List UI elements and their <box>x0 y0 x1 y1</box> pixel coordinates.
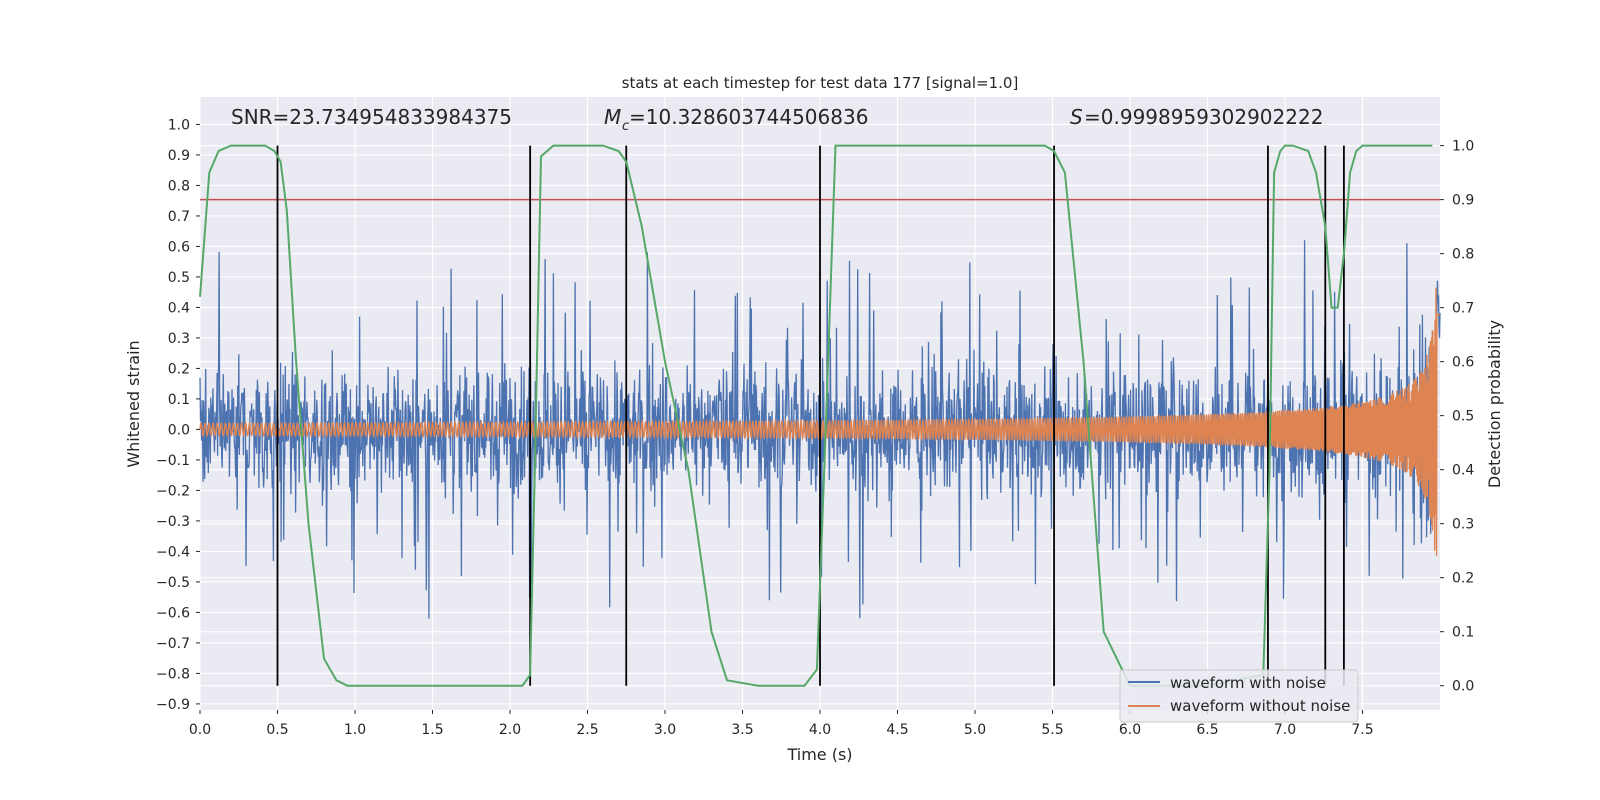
y-tick-label-left: 0.4 <box>168 300 190 316</box>
y-tick-label-left: −0.5 <box>156 575 190 591</box>
x-tick-label: 5.0 <box>964 722 986 738</box>
y-tick-label-left: 0.6 <box>168 239 190 255</box>
x-tick-label: 3.5 <box>731 722 753 738</box>
y-tick-label-right: 0.0 <box>1452 679 1474 695</box>
y-tick-label-left: 0.8 <box>168 178 190 194</box>
series-detection-probability <box>199 144 1433 687</box>
y-tick-label-right: 0.8 <box>1452 247 1474 263</box>
annotation-chirp-mass: M c =10.328603744506836 <box>604 105 868 134</box>
y-tick-label-left: −0.8 <box>156 666 190 682</box>
y-tick-label-right: 1.0 <box>1452 139 1474 155</box>
y-tick-label-left: −0.7 <box>156 636 190 652</box>
x-tick-label: 7.5 <box>1351 722 1373 738</box>
annotation-detection-score-symbol: S <box>1070 105 1083 129</box>
y-tick-label-left: 0.7 <box>168 209 190 225</box>
y-tick-label-left: 0.0 <box>168 422 190 438</box>
y-tick-label-left: 0.9 <box>168 148 190 164</box>
y-tick-label-left: 1.0 <box>168 117 190 133</box>
y-tick-label-left: −0.3 <box>156 514 190 530</box>
legend: waveform with noise waveform without noi… <box>1119 669 1359 723</box>
y-tick-label-left: −0.9 <box>156 697 190 713</box>
x-tick-label: 0.5 <box>266 722 288 738</box>
x-tick-label: 0.0 <box>189 722 211 738</box>
vertical-markers <box>276 145 1345 686</box>
x-tick-label: 7.0 <box>1274 722 1296 738</box>
y-tick-label-left: 0.5 <box>168 270 190 286</box>
annotation-chirp-mass-value: =10.328603744506836 <box>629 105 868 129</box>
y-tick-label-left: 0.2 <box>168 361 190 377</box>
y-tick-label-left: −0.4 <box>156 544 190 560</box>
annotation-chirp-mass-symbol: M <box>604 105 621 129</box>
x-tick-label: 1.0 <box>344 722 366 738</box>
x-tick-label: 1.5 <box>421 722 443 738</box>
x-tick-label: 4.5 <box>886 722 908 738</box>
legend-box <box>1119 669 1359 723</box>
axes: 0.0 0.5 1.0 1.5 2.0 2.5 3.0 3.5 4.0 4.5 5.0 5.5 6.0 6… <box>156 117 1474 738</box>
y-tick-label-left: −0.6 <box>156 605 190 621</box>
y-tick-label-left: −0.2 <box>156 483 190 499</box>
y-axis-label-left: Whitened strain <box>124 340 143 467</box>
y-tick-label-right: 0.4 <box>1452 463 1474 479</box>
x-tick-label: 4.0 <box>809 722 831 738</box>
y-tick-label-right: 0.6 <box>1452 355 1474 371</box>
chart-title: stats at each timestep for test data 177… <box>622 74 1019 92</box>
y-tick-label-left: 0.3 <box>168 331 190 347</box>
x-axis-label: Time (s) <box>786 745 852 764</box>
y-tick-label-right: 0.3 <box>1452 517 1474 533</box>
x-tick-label: 5.5 <box>1041 722 1063 738</box>
y-tick-label-right: 0.1 <box>1452 625 1474 641</box>
y-tick-label-right: 0.9 <box>1452 193 1474 209</box>
y-tick-label-left: −0.1 <box>156 453 190 469</box>
x-tick-label: 3.0 <box>654 722 676 738</box>
annotation-chirp-mass-subscript: c <box>622 119 629 134</box>
y-tick-label-right: 0.5 <box>1452 409 1474 425</box>
x-tick-label: 6.0 <box>1119 722 1141 738</box>
annotation-detection-score-value: =0.9998959302902222 <box>1084 105 1323 129</box>
y-axis-label-right: Detection probability <box>1485 320 1504 488</box>
x-tick-label: 2.0 <box>499 722 521 738</box>
x-tick-label: 2.5 <box>576 722 598 738</box>
y-tick-label-left: 0.1 <box>168 392 190 408</box>
probability-line <box>199 144 1433 687</box>
annotation-detection-score: S =0.9998959302902222 <box>1070 105 1323 129</box>
annotation-snr: SNR=23.734954833984375 <box>231 105 512 129</box>
legend-label-noise: waveform with noise <box>1170 674 1326 692</box>
x-tick-label: 6.5 <box>1196 722 1218 738</box>
legend-label-clean: waveform without noise <box>1170 697 1350 715</box>
y-tick-label-right: 0.2 <box>1452 571 1474 587</box>
y-tick-label-right: 0.7 <box>1452 301 1474 317</box>
